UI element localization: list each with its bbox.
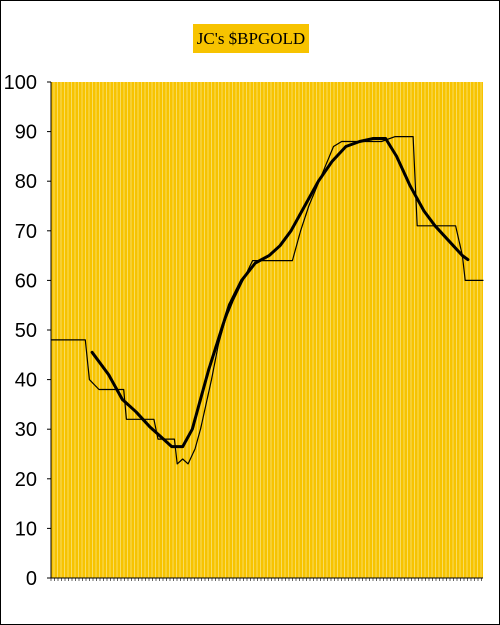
smoothed-series-line xyxy=(90,137,470,449)
y-tick-label: 10 xyxy=(15,518,37,540)
chart-title: JC's $BPGOLD xyxy=(193,24,309,53)
y-tick-label: 60 xyxy=(15,270,37,292)
y-tick-label: 40 xyxy=(15,370,37,392)
y-tick-label: 70 xyxy=(15,221,37,243)
y-tick-label: 20 xyxy=(15,469,37,491)
y-tick-label: 90 xyxy=(15,122,37,144)
y-tick-label: 80 xyxy=(15,171,37,193)
y-tick-label: 0 xyxy=(26,568,37,590)
bullish-percent-line xyxy=(50,136,484,465)
y-tick-label: 50 xyxy=(15,320,37,342)
y-tick-label: 30 xyxy=(15,419,37,441)
y-tick-label: 100 xyxy=(4,72,37,94)
